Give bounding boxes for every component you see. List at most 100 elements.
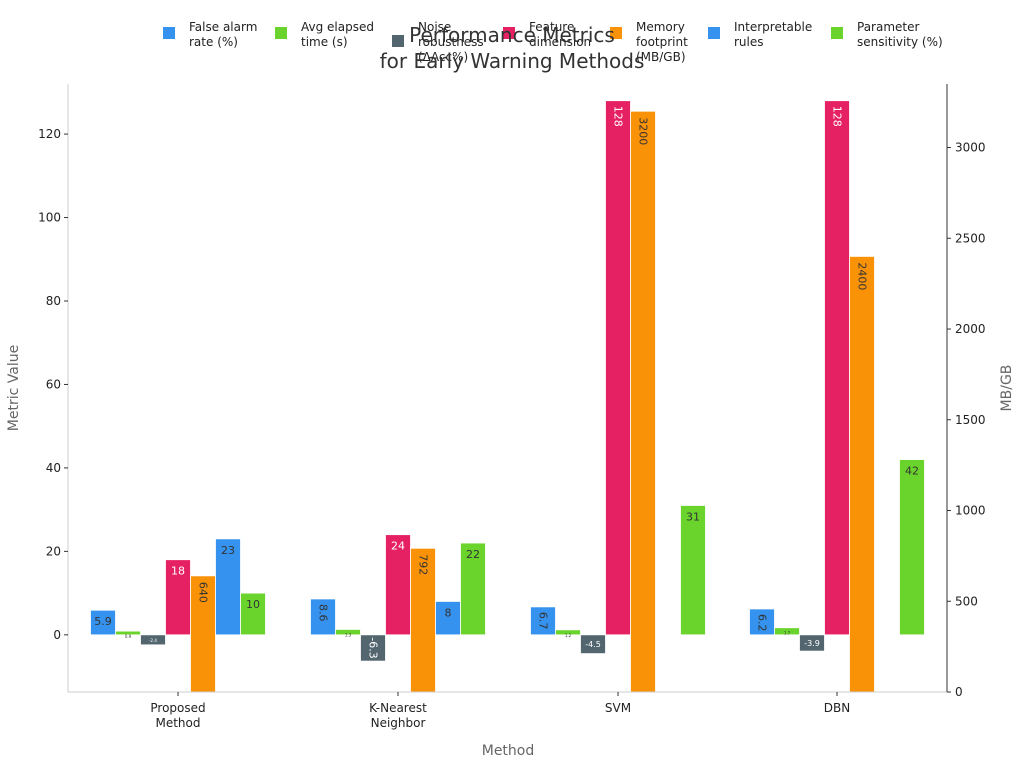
bar-label-0-0: 5.9 <box>94 615 112 628</box>
y-tick-label: 40 <box>46 461 61 475</box>
x-axis-title: Method <box>482 743 535 759</box>
x-tick-label: Proposed <box>150 701 205 715</box>
bar-label-0-3: 6.2 <box>756 614 769 632</box>
x-tick-label: Neighbor <box>371 716 426 730</box>
bar-label-6-3: 42 <box>905 464 919 477</box>
bar-label-3-1: 24 <box>391 540 405 553</box>
bar-4-3 <box>849 256 875 693</box>
legend-label-3: dimension <box>529 35 591 49</box>
bar-label-1-2: 1.2 <box>565 633 572 638</box>
y-tick-label: 80 <box>46 294 61 308</box>
y2-tick-label: 2000 <box>955 322 986 336</box>
bar-2-3 <box>799 634 825 652</box>
legend-label-1: Avg elapsed <box>301 20 374 34</box>
axes: 0 20 40 60 80 100 120 0 500 1000 1500 2000 2500 3000 P… <box>6 84 1015 759</box>
bar-0-2 <box>530 606 556 636</box>
bar-label-1-0: 0.9 <box>125 634 132 639</box>
legend-swatch-0 <box>163 27 175 39</box>
legend-swatch-1 <box>275 27 287 39</box>
bar-0-0 <box>90 609 116 636</box>
bar-4-2 <box>630 110 656 693</box>
y-tick-label: 0 <box>53 628 61 642</box>
bar-label-2-2: -4.5 <box>585 640 601 649</box>
bar-1-2 <box>555 629 581 636</box>
bar-label-2-0: -2.4 <box>149 638 157 643</box>
x-tick-label: DBN <box>824 701 850 715</box>
bar-label-3-3: 128 <box>831 106 844 127</box>
chart-title-line: Performance Metrics <box>409 23 615 47</box>
bar-label-6-0: 10 <box>246 598 260 611</box>
bar-3-0 <box>165 559 191 636</box>
bar-label-1-1: 1.3 <box>345 632 352 637</box>
plot-area: 5.9 0.9 -2.4 18 640 23 10 8.6 1.3 -6.3 24 792 8 22 6.7… <box>90 100 925 693</box>
legend-label-2: (ΔAcc%) <box>418 50 468 64</box>
bar-label-4-2: 3200 <box>637 117 650 145</box>
bar-1-1 <box>335 629 361 636</box>
legend-swatch-6 <box>831 27 843 39</box>
bar-2-0 <box>140 634 166 646</box>
bar-3-2 <box>605 100 631 636</box>
legend-label-4: footprint <box>636 35 688 49</box>
legend-label-1: time (s) <box>301 35 348 49</box>
bar-0-3 <box>749 608 775 636</box>
legend-label-0: False alarm <box>189 20 257 34</box>
bar-label-4-0: 640 <box>197 582 210 603</box>
legend-label-3: Feature <box>529 20 574 34</box>
legend-label-2: Noise <box>418 20 451 34</box>
bar-label-4-3: 2400 <box>856 262 869 290</box>
y2-axis-title: MB/GB <box>999 365 1015 412</box>
bar-6-3 <box>899 459 925 636</box>
bar-label-2-1: -6.3 <box>367 637 380 658</box>
legend-label-5: rules <box>734 35 764 49</box>
bar-0-1 <box>310 598 336 636</box>
bar-3-1 <box>385 534 411 636</box>
bar-4-0 <box>190 575 216 693</box>
legend-label-6: Parameter <box>857 20 919 34</box>
legend-swatch-2 <box>392 35 404 47</box>
legend-label-5: Interpretable <box>734 20 812 34</box>
y-tick-label: 120 <box>38 127 61 141</box>
bar-label-5-1: 8 <box>445 606 452 619</box>
bar-6-2 <box>680 505 706 636</box>
bar-6-1 <box>460 542 486 636</box>
bar-1-0 <box>115 630 141 636</box>
bar-label-0-1: 8.6 <box>317 604 330 622</box>
legend-label-0: rate (%) <box>189 35 238 49</box>
y2-tick-label: 3000 <box>955 141 986 155</box>
bar-label-0-2: 6.7 <box>537 612 550 630</box>
bar-label-5-0: 23 <box>221 544 235 557</box>
bar-2-1 <box>360 634 386 662</box>
y2-tick-label: 500 <box>955 594 978 608</box>
legend-label-6: sensitivity (%) <box>857 35 943 49</box>
bar-label-1-3: 1.7 <box>784 631 791 636</box>
x-tick-label: SVM <box>605 701 631 715</box>
bar-2-2 <box>580 634 606 655</box>
legend-label-4: Memory <box>636 20 685 34</box>
y-tick-label: 20 <box>46 544 61 558</box>
y-tick-label: 100 <box>38 211 61 225</box>
legend-swatch-3 <box>503 27 515 39</box>
x-tick-label: K-Nearest <box>369 701 427 715</box>
y-axis-title: Metric Value <box>6 345 22 431</box>
bar-label-6-2: 31 <box>686 510 700 523</box>
legend-label-4: (MB/GB) <box>636 50 686 64</box>
y2-tick-label: 1000 <box>955 504 986 518</box>
bar-label-2-3: -3.9 <box>804 639 820 648</box>
bar-5-0 <box>215 538 241 636</box>
bar-label-4-1: 792 <box>417 554 430 575</box>
y2-tick-label: 0 <box>955 685 963 699</box>
bar-label-6-1: 22 <box>466 548 480 561</box>
bar-1-3 <box>774 627 800 636</box>
x-tick-label: Method <box>155 716 200 730</box>
bar-label-3-0: 18 <box>171 565 185 578</box>
y-tick-label: 60 <box>46 377 61 391</box>
y2-tick-label: 1500 <box>955 413 986 427</box>
legend-label-2: robustness <box>418 35 484 49</box>
legend-swatch-4 <box>610 27 622 39</box>
bar-label-3-2: 128 <box>612 106 625 127</box>
bar-3-3 <box>824 100 850 636</box>
chart-title-line: for Early Warning Methods <box>380 49 645 73</box>
